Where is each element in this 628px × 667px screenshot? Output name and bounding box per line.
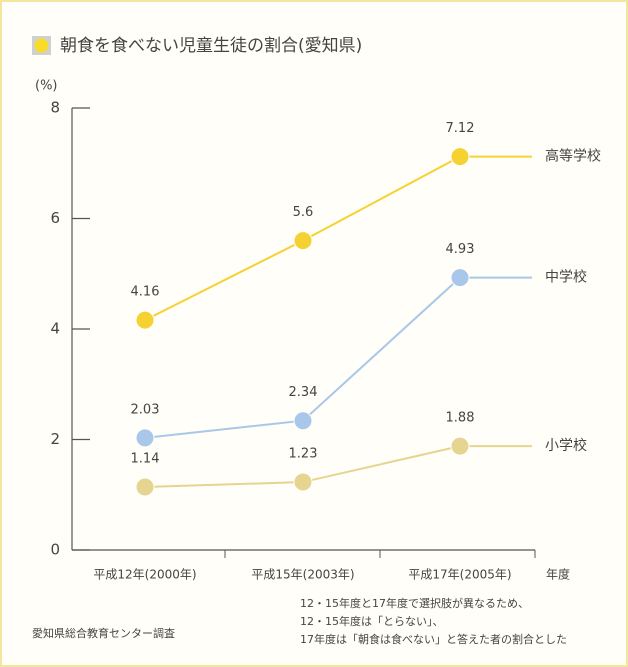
marker [450, 147, 470, 167]
x-tick-label: 平成12年(2000年) [93, 568, 196, 582]
source: 愛知県総合教育センター調査 [32, 626, 175, 640]
title-icon [34, 38, 49, 53]
x-axis-label: 年度 [546, 567, 570, 582]
data-label: 7.12 [446, 121, 475, 136]
marker [135, 477, 155, 497]
y-tick-label: 2 [50, 430, 60, 448]
y-tick-label: 4 [50, 320, 60, 338]
data-label: 4.93 [446, 242, 475, 257]
y-axis-label: (%) [35, 79, 58, 94]
x-tick-label: 平成15年(2003年) [251, 568, 354, 582]
y-tick-label: 8 [50, 99, 60, 117]
data-label: 2.03 [131, 402, 160, 417]
data-label: 2.34 [289, 385, 318, 400]
x-tick-label: 平成17年(2005年) [408, 568, 511, 582]
marker [135, 428, 155, 448]
marker [293, 411, 313, 431]
marker [135, 310, 155, 330]
note: 17年度は「朝食は食べない」と答えた者の割合とした [300, 632, 567, 646]
data-label: 1.88 [446, 411, 475, 426]
legend-label: 小学校 [545, 437, 587, 454]
data-label: 5.6 [293, 205, 314, 220]
marker [293, 231, 313, 251]
chart-title: 朝食を食べない児童生徒の割合(愛知県) [60, 36, 362, 56]
y-tick-label: 6 [50, 209, 60, 227]
data-label: 1.23 [289, 447, 318, 462]
legend-label: 中学校 [545, 269, 587, 286]
marker [450, 436, 470, 456]
marker [293, 472, 313, 492]
data-label: 4.16 [131, 285, 160, 300]
note: 12・15年度は「とらない」、 [300, 614, 444, 628]
note: 12・15年度と17年度で選択肢が異なるため、 [300, 596, 529, 610]
y-tick-label: 0 [50, 541, 60, 559]
data-label: 1.14 [131, 452, 160, 467]
marker [450, 268, 470, 288]
legend-label: 高等学校 [545, 148, 601, 165]
